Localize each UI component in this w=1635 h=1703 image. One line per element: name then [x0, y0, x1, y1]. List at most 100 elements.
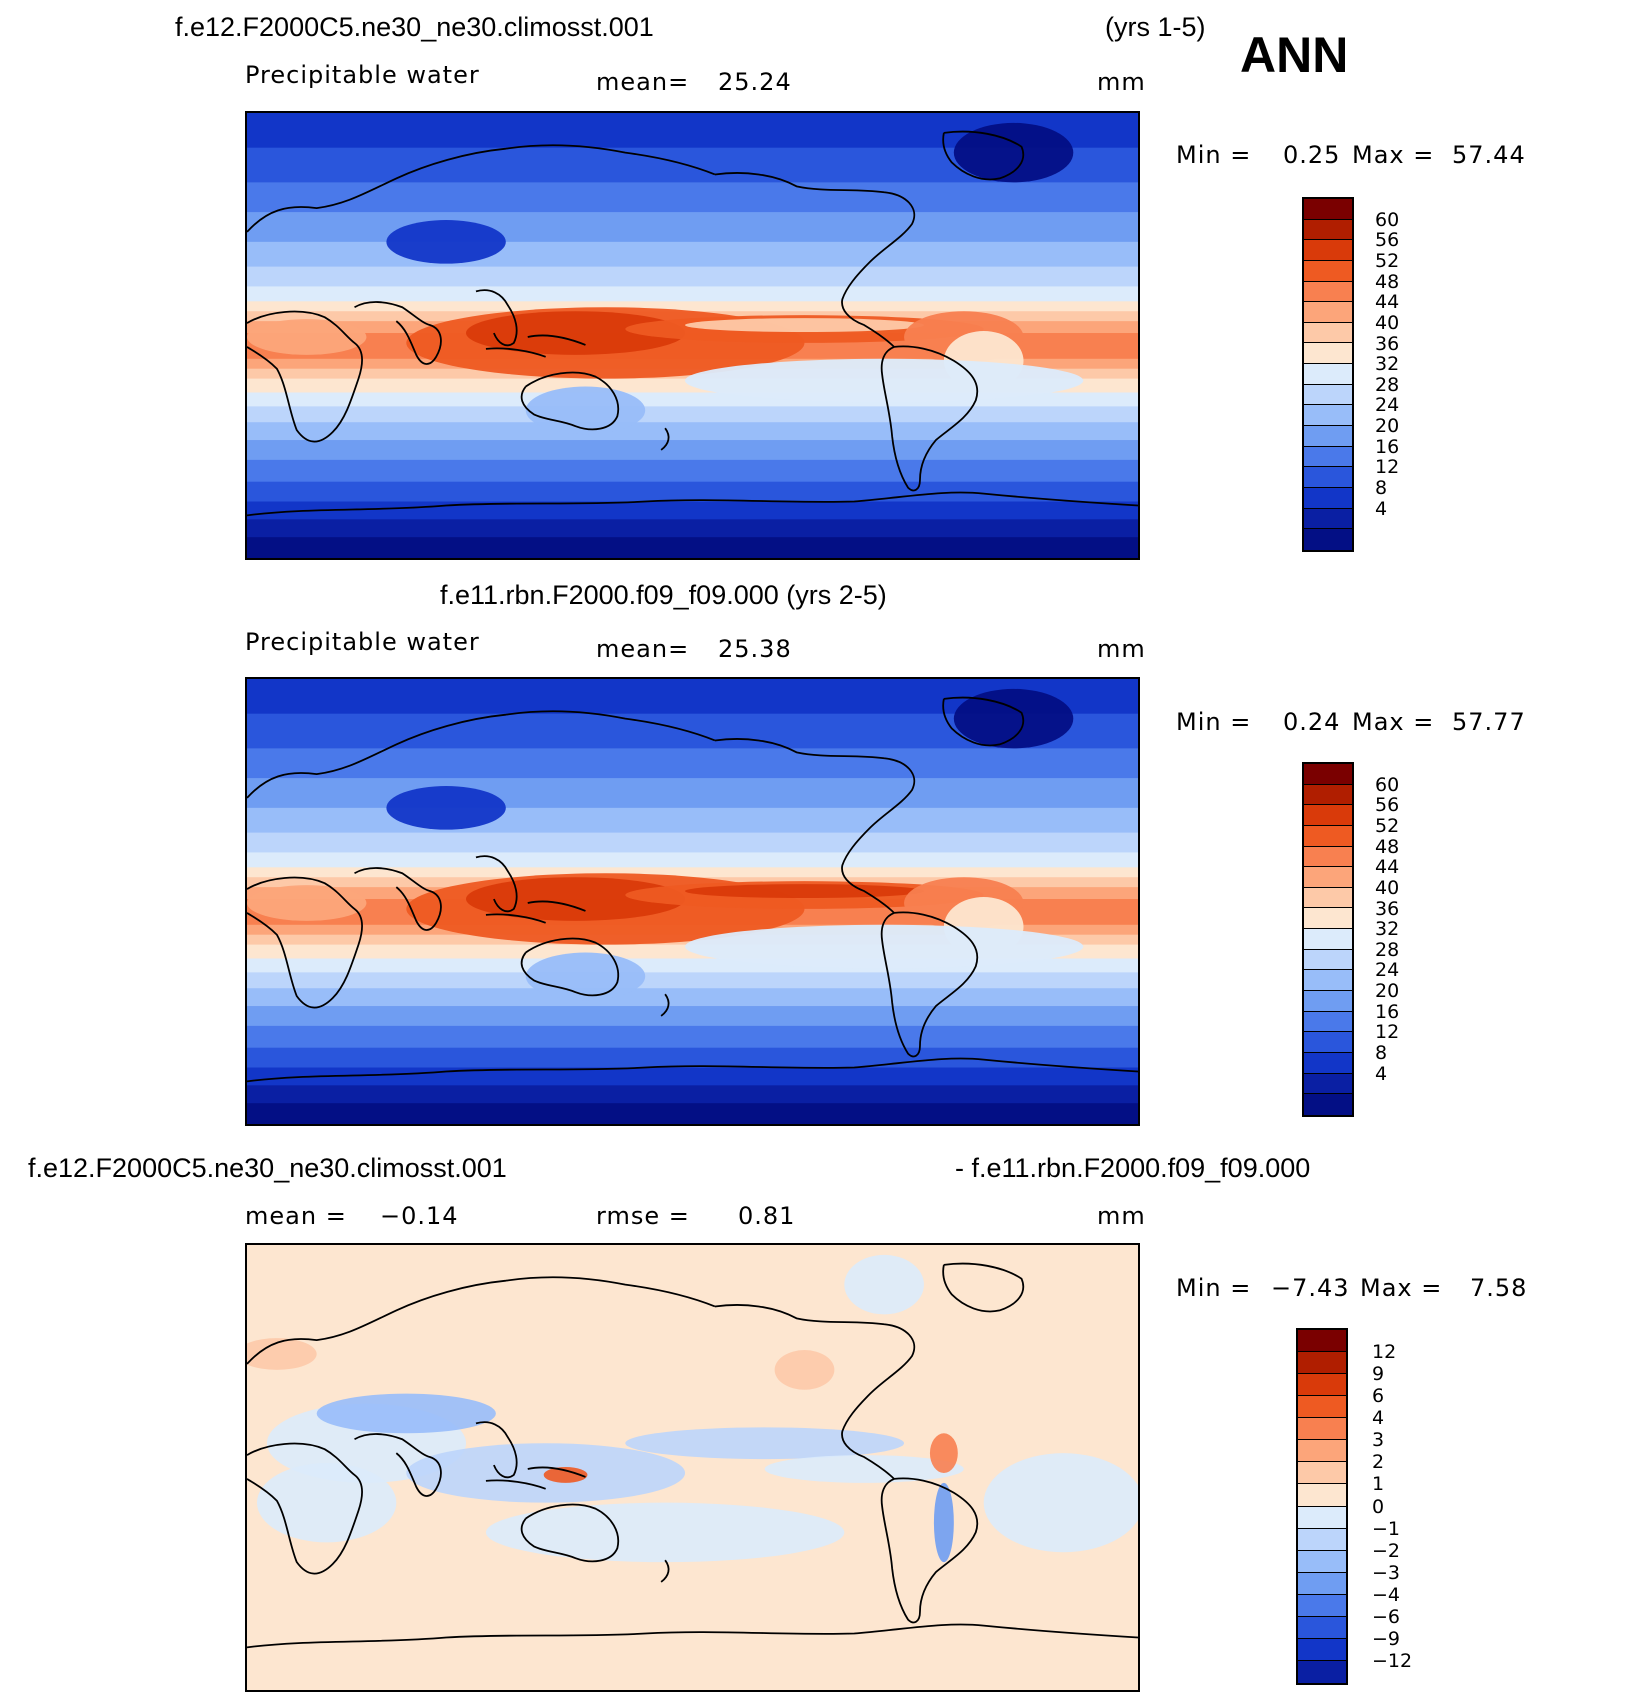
colorbar-swatch	[1304, 784, 1352, 806]
panel1-map	[245, 111, 1140, 560]
field-band	[247, 501, 1138, 521]
colorbar-label: 4	[1375, 1062, 1388, 1085]
field-contour	[466, 311, 686, 355]
colorbar-swatch	[1304, 825, 1352, 847]
colorbar-label: −6	[1372, 1605, 1401, 1628]
colorbar-swatch	[1298, 1528, 1346, 1551]
field-band	[247, 988, 1138, 1008]
panel1-min-label: Min =	[1176, 141, 1252, 169]
diff-contour	[774, 1350, 835, 1390]
colorbar-swatch	[1304, 846, 1352, 868]
colorbar-label: 2	[1372, 1451, 1385, 1474]
colorbar-label: 40	[1375, 311, 1400, 334]
field-band	[247, 406, 1138, 424]
colorbar-label: 3	[1372, 1429, 1385, 1452]
field-band	[247, 241, 1138, 268]
colorbar-label: 24	[1375, 959, 1400, 982]
colorbar-label: 32	[1375, 353, 1400, 376]
colorbar-label: 56	[1375, 794, 1400, 817]
panel2-max-label: Max =	[1352, 708, 1435, 736]
colorbar-label: 52	[1375, 249, 1400, 272]
colorbar-swatch	[1304, 343, 1352, 365]
field-band	[247, 852, 1138, 869]
diff-contour	[933, 1482, 954, 1563]
colorbar-label: 28	[1375, 373, 1400, 396]
field-contour	[247, 885, 367, 921]
colorbar-swatch	[1298, 1638, 1346, 1661]
panel1-case-title: f.e12.F2000C5.ne30_ne30.climosst.001	[175, 12, 654, 42]
colorbar-label: 4	[1375, 497, 1388, 520]
colorbar-label: 0	[1372, 1495, 1385, 1518]
colorbar-swatch	[1304, 949, 1352, 971]
colorbar-label: 60	[1375, 208, 1400, 231]
field-band	[247, 832, 1138, 854]
diff-contour	[844, 1254, 924, 1315]
field-band	[247, 1025, 1138, 1049]
field-band	[247, 266, 1138, 288]
field-band	[247, 422, 1138, 442]
panel3-minus-case-title: - f.e11.rbn.F2000.f09_f09.000	[955, 1153, 1311, 1183]
panel3-max-value: 7.58	[1470, 1274, 1528, 1302]
field-band	[247, 286, 1138, 303]
colorbar-swatch	[1304, 426, 1352, 447]
field-band	[247, 537, 1138, 558]
diff-contour	[485, 1502, 845, 1563]
field-band	[247, 1103, 1138, 1124]
colorbar-swatch	[1304, 467, 1352, 488]
colorbar-label: 36	[1375, 332, 1400, 355]
panel2-variable-label: Precipitable water	[245, 628, 480, 656]
colorbar-swatch	[1304, 929, 1352, 950]
colorbar-swatch	[1304, 384, 1352, 406]
panel3-min-value: −7.43	[1271, 1274, 1350, 1302]
panel3-min-label: Min =	[1176, 1274, 1252, 1302]
field-contour	[525, 952, 646, 1001]
panel2-min-label: Min =	[1176, 708, 1252, 736]
colorbar-swatch	[1298, 1506, 1346, 1529]
field-contour	[953, 122, 1074, 183]
colorbar-swatch	[1304, 867, 1352, 888]
colorbar-label: 16	[1375, 435, 1400, 458]
panel3-rmse-label: rmse =	[596, 1202, 690, 1230]
field-band	[247, 748, 1138, 780]
colorbar-label: −1	[1372, 1517, 1401, 1540]
colorbar-swatch	[1304, 199, 1352, 220]
panel2-map	[245, 677, 1140, 1126]
colorbar-swatch	[1298, 1616, 1346, 1639]
colorbar-swatch	[1304, 508, 1352, 530]
panel3-mean-value: −0.14	[380, 1202, 459, 1230]
field-band	[247, 867, 1138, 879]
colorbar-swatch	[1298, 1440, 1346, 1463]
colorbar-label: 60	[1375, 773, 1400, 796]
diff-contour	[764, 1455, 964, 1483]
field-contour	[685, 358, 1084, 403]
colorbar-swatch	[1298, 1352, 1346, 1375]
panel1-mean-value: 25.24	[718, 68, 792, 96]
colorbar-swatch	[1304, 405, 1352, 427]
colorbar-swatch	[1298, 1374, 1346, 1397]
panel3-case-title: f.e12.F2000C5.ne30_ne30.climosst.001	[28, 1153, 507, 1183]
coastlines	[247, 130, 1138, 517]
field-contour	[466, 877, 686, 921]
panel2-mean-value: 25.38	[718, 635, 792, 663]
colorbar-label: 48	[1375, 270, 1400, 293]
panel3-rmse-value: 0.81	[738, 1202, 796, 1230]
coastlines	[247, 1262, 1138, 1649]
coastlines	[247, 696, 1138, 1083]
field-band	[247, 182, 1138, 214]
colorbar-swatch	[1298, 1484, 1346, 1507]
field-band	[247, 212, 1138, 243]
field-contour	[685, 318, 924, 333]
colorbar-swatch	[1304, 219, 1352, 241]
field-band	[247, 301, 1138, 313]
colorbar-swatch	[1304, 364, 1352, 385]
colorbar-label: 12	[1375, 1021, 1400, 1044]
colorbar-swatch	[1304, 446, 1352, 468]
field-contour	[685, 884, 924, 899]
colorbar-swatch	[1298, 1462, 1346, 1485]
colorbar-label: −2	[1372, 1539, 1401, 1562]
colorbar-label: 32	[1375, 918, 1400, 941]
panel1-variable-label: Precipitable water	[245, 61, 480, 89]
field-band	[247, 459, 1138, 483]
colorbar-label: 6	[1372, 1385, 1385, 1408]
diff-contour	[983, 1453, 1138, 1553]
